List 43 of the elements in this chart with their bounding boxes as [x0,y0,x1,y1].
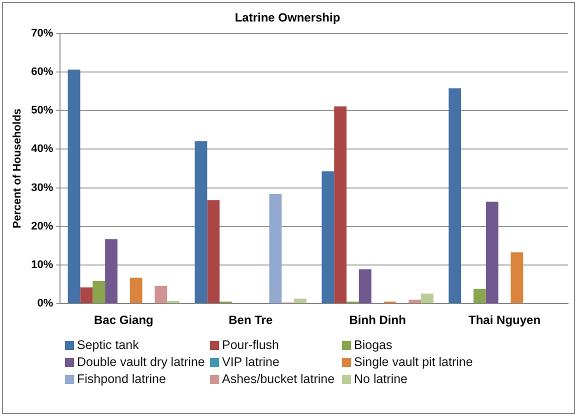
legend-label: Double vault dry latrine [77,355,205,369]
x-tick-label: Binh Dinh [349,313,406,328]
bar [421,294,434,304]
bar [358,269,372,304]
legend-label: Septic tank [77,338,139,352]
bar [486,202,498,304]
bar [473,288,486,304]
chart-title: Latrine Ownership [234,10,340,25]
x-tick-label: Bac Giang [94,313,154,328]
y-tick-label: 40% [31,143,54,156]
legend-label: Fishpond latrine [77,372,166,386]
bar [294,298,306,304]
x-tick-label: Ben Tre [228,313,273,328]
bar [448,88,462,304]
y-tick-label: 30% [31,182,54,194]
legend-label: Biogas [354,338,392,352]
bar [105,239,118,304]
legend-label: Pour-flush [222,338,279,352]
bar [194,141,208,304]
y-tick-label: 70% [31,27,54,40]
y-tick-label: 50% [31,104,54,117]
x-tick-label: Thai Nguyen [468,313,541,328]
bar [269,194,282,304]
bar [207,200,220,304]
bar [510,252,524,304]
y-tick-label: 0% [37,298,54,310]
y-tick-label: 60% [31,66,54,78]
bar [130,278,142,304]
y-tick-label: 20% [31,220,54,232]
y-axis-title: Percent of Households [12,108,24,228]
legend-label: No latrine [354,372,408,386]
bar [334,106,347,304]
bar [154,286,168,304]
bar [322,171,334,304]
y-tick-label: 10% [31,259,54,272]
legend-label: Ashes/bucket latrine [222,372,335,386]
legend-label: VIP latrine [222,355,280,369]
bar [80,287,93,304]
bar [68,70,80,304]
bar [92,280,106,304]
bar [167,300,180,304]
legend-label: Single vault pit latrine [354,355,473,369]
bar [408,300,422,304]
